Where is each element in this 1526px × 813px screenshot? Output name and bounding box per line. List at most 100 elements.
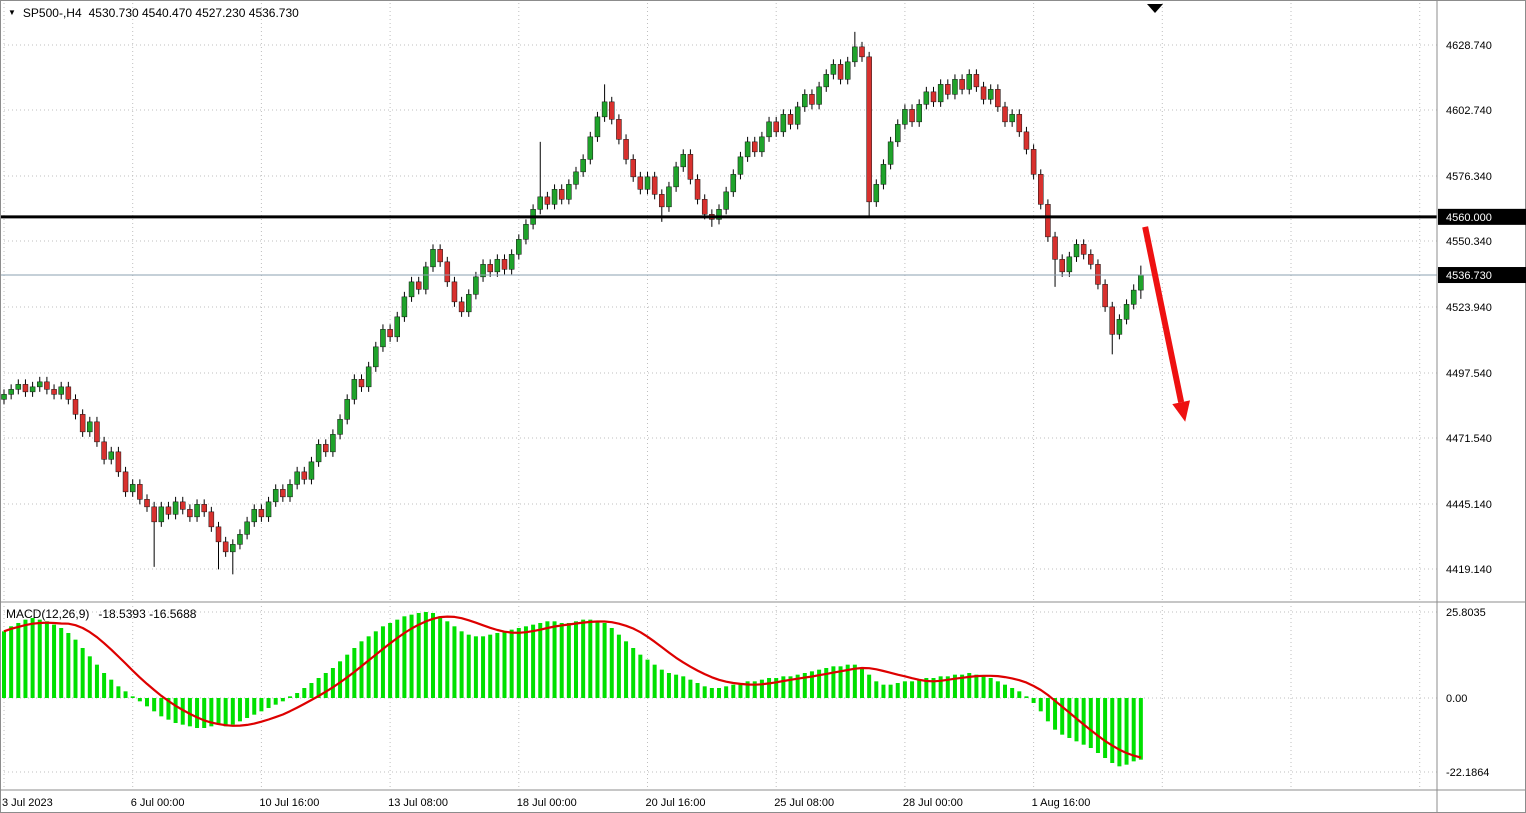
macd-name: MACD(12,26,9)	[6, 607, 90, 621]
candle-bull	[880, 164, 887, 185]
candle-bull	[816, 86, 822, 105]
candle-bull	[108, 451, 114, 460]
macd-bar	[180, 698, 185, 725]
macd-bar	[845, 664, 850, 698]
macd-bar	[1045, 698, 1050, 722]
candle-bull	[1073, 244, 1080, 258]
candle-bull	[916, 104, 922, 123]
macd-bar	[545, 621, 550, 698]
candle-bull	[1116, 319, 1123, 335]
macd-bar	[1038, 698, 1043, 712]
candle-bear	[609, 101, 615, 120]
candle-bear	[258, 509, 265, 518]
price-axis: 4628.740 4602.740 4576.340 4550.340 4523.940…	[1446, 40, 1492, 576]
macd-bar	[388, 622, 393, 698]
macd-bar	[566, 622, 571, 698]
svg-text:4536.730: 4536.730	[1446, 270, 1492, 282]
macd-bar	[323, 672, 328, 698]
candle-bear	[387, 329, 393, 338]
candle-bear	[787, 114, 794, 125]
candle-bull	[337, 419, 343, 435]
scroll-marker-icon[interactable]	[1147, 4, 1163, 13]
macd-bar	[788, 676, 793, 698]
macd-bar	[30, 617, 35, 698]
macd-bar	[795, 674, 800, 698]
candle-bear	[809, 94, 815, 105]
ohlc-values: 4530.730 4540.470 4527.230 4536.730	[88, 6, 299, 20]
candle-bull	[251, 509, 257, 523]
macd-bar	[538, 622, 543, 698]
candle-bull	[830, 64, 837, 75]
macd-bar	[373, 631, 378, 698]
macd-bar	[359, 641, 364, 698]
candle-bull	[480, 264, 486, 278]
macd-bar	[924, 677, 929, 698]
macd-bar	[638, 654, 643, 698]
candle-bull	[351, 379, 358, 400]
macd-bar	[245, 698, 250, 719]
macd-bar	[1060, 698, 1065, 735]
candle-bull	[230, 544, 236, 553]
candle-bull	[673, 166, 679, 188]
macd-bar	[831, 666, 836, 698]
symbol-dropdown-icon[interactable]: ▼	[8, 8, 16, 17]
macd-bar	[187, 698, 192, 727]
candle-bear	[487, 264, 493, 273]
macd-bar	[295, 692, 300, 698]
macd-bar	[488, 634, 493, 698]
candle-bull	[294, 471, 300, 485]
price-axis-label: 4550.340	[1446, 236, 1492, 248]
candle-bear	[980, 86, 987, 100]
candle-bull	[237, 534, 243, 545]
candle-bear	[651, 176, 658, 195]
macd-bar	[724, 686, 729, 698]
macd-bar	[552, 621, 557, 698]
candle-bull	[852, 46, 858, 63]
macd-bar	[1117, 698, 1122, 767]
macd-bar	[266, 698, 271, 709]
macd-bar	[259, 698, 264, 712]
time-axis: 3 Jul 2023 6 Jul 00:00 10 Jul 16:00 13 Jul …	[2, 797, 1090, 809]
candle-bull	[287, 484, 293, 498]
candle-bull	[37, 381, 43, 388]
macd-bar	[624, 641, 629, 698]
macd-bar	[895, 682, 900, 698]
macd-bar	[1024, 696, 1029, 698]
resistance-price-tag: 4560.000	[1438, 208, 1526, 225]
candle-bull	[902, 109, 908, 125]
macd-bar	[452, 626, 457, 698]
candle-bull	[1, 394, 7, 400]
candle-bear	[72, 399, 79, 415]
candle-bear	[501, 259, 508, 270]
macd-bar	[288, 696, 292, 698]
candle-bull	[823, 74, 829, 88]
candle-bear	[94, 421, 100, 443]
candle-bear	[558, 189, 565, 200]
candle-bull	[29, 386, 36, 393]
macd-bar	[852, 664, 857, 698]
candle-bear	[1030, 149, 1037, 175]
candle-bull	[244, 521, 250, 535]
candle-bear	[165, 506, 172, 515]
macd-bar	[130, 696, 135, 698]
candle-bull	[401, 296, 408, 318]
candle-bull	[315, 444, 322, 463]
time-axis-label: 1 Aug 16:00	[1032, 797, 1091, 809]
candle-bear	[973, 74, 980, 88]
macd-bar	[237, 698, 242, 722]
symbol-timeframe-label: SP500-,H4	[22, 6, 82, 20]
candle-bull	[573, 171, 579, 185]
macd-bar	[581, 619, 586, 698]
macd-bar	[588, 619, 593, 698]
candle-bull	[601, 101, 608, 118]
candle-bull	[430, 249, 436, 268]
macd-bar	[152, 698, 157, 712]
macd-bar	[981, 676, 986, 698]
macd-bar	[395, 619, 400, 698]
macd-bar	[952, 674, 957, 698]
macd-bar	[774, 677, 779, 698]
trend-arrow[interactable]	[1142, 226, 1190, 422]
macd-bar	[402, 616, 407, 698]
macd-bar	[595, 621, 600, 698]
